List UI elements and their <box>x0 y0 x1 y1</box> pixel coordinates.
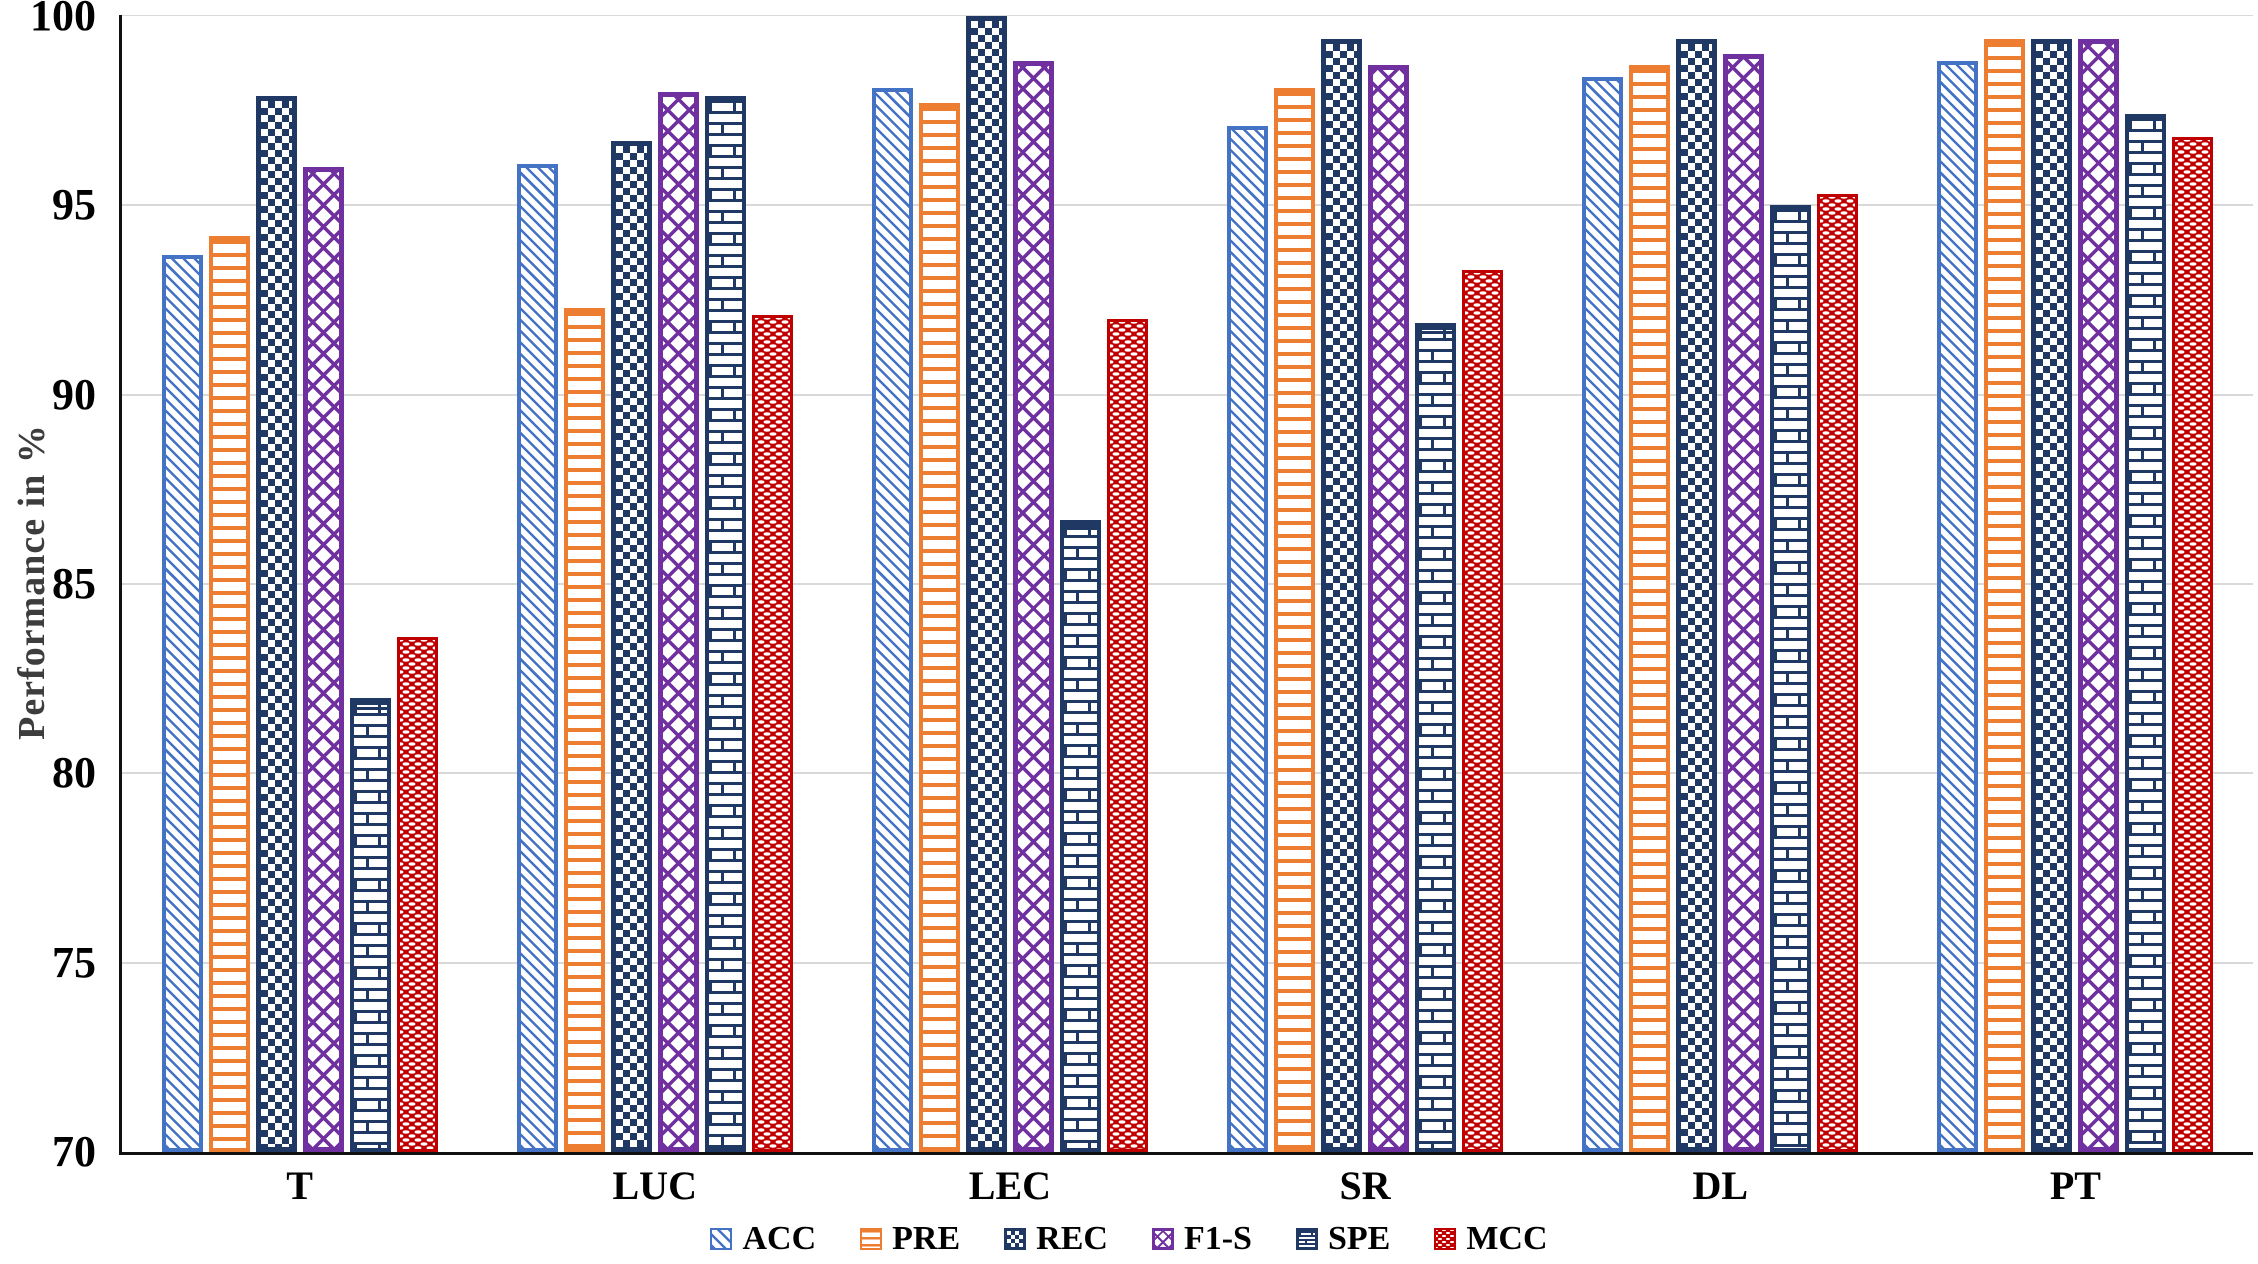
legend-label-spe: SPE <box>1327 1220 1391 1257</box>
legend-item-acc: ACC <box>710 1222 816 1256</box>
bar-group-dl <box>1543 16 1898 1152</box>
y-tick-label-80: 80 <box>52 748 96 798</box>
y-tick-label-70: 70 <box>52 1127 96 1176</box>
gridline-95 <box>122 204 2253 207</box>
bar-group-sr <box>1188 16 1543 1152</box>
gridline-75 <box>122 961 2253 964</box>
bar-f1-s-lec <box>1012 61 1054 1152</box>
bar-spe-sr <box>1415 323 1457 1152</box>
legend-label-mcc: MCC <box>1466 1220 1548 1257</box>
x-axis-label-pt: PT <box>2049 1163 2101 1208</box>
bar-rec-t <box>255 96 297 1152</box>
bar-spe-t <box>349 698 391 1152</box>
bar-f1-s-dl <box>1723 54 1765 1152</box>
bar-spe-pt <box>2125 114 2167 1152</box>
bar-group-luc <box>477 16 832 1152</box>
legend-label-rec: REC <box>1036 1220 1108 1257</box>
bar-acc-lec <box>871 88 913 1152</box>
bar-pre-lec <box>918 103 960 1152</box>
y-axis-line <box>119 15 122 1155</box>
y-tick-label-85: 85 <box>52 559 96 608</box>
x-axis-line <box>119 1152 2253 1155</box>
x-axis-label-dl: DL <box>1692 1163 1749 1208</box>
x-axis-label-t: T <box>286 1163 313 1208</box>
bar-rec-lec <box>965 16 1007 1152</box>
legend-swatch-f1-s-icon <box>1151 1228 1174 1250</box>
bar-group-t <box>122 16 477 1152</box>
bar-f1-s-t <box>302 167 344 1152</box>
bar-f1-s-luc <box>657 92 699 1152</box>
legend-label-acc: ACC <box>742 1220 817 1257</box>
legend-item-mcc: MCC <box>1434 1220 1548 1257</box>
plot-area <box>122 16 2253 1152</box>
bar-mcc-dl <box>1817 194 1859 1152</box>
x-axis-label-luc: LUC <box>612 1163 697 1208</box>
legend-item-rec: REC <box>1004 1222 1108 1256</box>
bar-pre-sr <box>1274 88 1316 1152</box>
legend-swatch-rec-icon <box>1004 1228 1027 1250</box>
bar-acc-luc <box>516 164 558 1152</box>
bar-f1-s-sr <box>1368 65 1410 1152</box>
bar-mcc-luc <box>751 315 793 1152</box>
y-tick-label-100: 100 <box>30 0 96 40</box>
bar-mcc-lec <box>1106 319 1148 1152</box>
bar-pre-pt <box>1984 39 2026 1152</box>
legend-label-f1-s: F1-S <box>1183 1220 1252 1257</box>
bar-groups <box>122 16 2253 1152</box>
legend-swatch-mcc-icon <box>1434 1228 1457 1250</box>
bar-pre-luc <box>563 308 605 1152</box>
bar-group-pt <box>1898 16 2253 1152</box>
x-axis-label-sr: SR <box>1339 1163 1391 1208</box>
bar-acc-dl <box>1582 77 1624 1152</box>
bar-rec-sr <box>1321 39 1363 1152</box>
gridline-80 <box>122 772 2253 775</box>
bar-group-lec <box>832 16 1187 1152</box>
y-tick-label-90: 90 <box>52 369 96 419</box>
y-tick-label-75: 75 <box>52 937 96 987</box>
legend-swatch-spe-icon <box>1295 1228 1318 1250</box>
bar-spe-luc <box>704 96 746 1152</box>
bar-spe-lec <box>1059 520 1101 1152</box>
legend-item-f1-s: F1-S <box>1151 1220 1252 1257</box>
chart-legend: ACC PRE REC F1-S SPE MCC <box>0 1222 2258 1256</box>
bar-pre-t <box>208 236 250 1152</box>
x-axis-label-lec: LEC <box>968 1163 1052 1208</box>
bar-pre-dl <box>1629 65 1671 1152</box>
bar-f1-s-pt <box>2078 39 2120 1152</box>
bar-spe-dl <box>1770 205 1812 1152</box>
bar-acc-sr <box>1227 126 1269 1152</box>
bar-acc-t <box>161 255 203 1152</box>
bar-acc-pt <box>1937 61 1979 1152</box>
bar-rec-dl <box>1676 39 1718 1152</box>
gridline-85 <box>122 583 2253 585</box>
bar-mcc-t <box>396 637 438 1152</box>
legend-swatch-acc-icon <box>710 1228 733 1250</box>
legend-item-spe: SPE <box>1295 1220 1391 1257</box>
legend-label-pre: PRE <box>892 1220 961 1257</box>
bar-mcc-sr <box>1462 270 1504 1152</box>
y-tick-label-95: 95 <box>52 180 96 230</box>
bar-mcc-pt <box>2172 137 2214 1152</box>
bar-rec-luc <box>610 141 652 1152</box>
legend-item-pre: PRE <box>860 1222 960 1256</box>
legend-swatch-pre-icon <box>860 1228 883 1250</box>
bar-rec-pt <box>2031 39 2073 1152</box>
gridline-90 <box>122 393 2253 396</box>
